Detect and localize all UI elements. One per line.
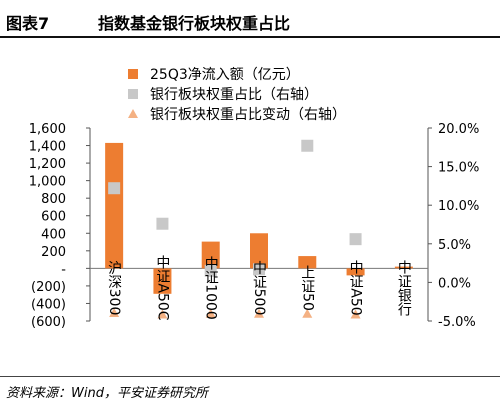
left-tick-label: 1,200 — [29, 157, 66, 172]
category-label: 上证50 — [299, 265, 315, 311]
legend-triangle-swatch — [128, 109, 138, 118]
square-point — [301, 139, 314, 152]
combo-chart: 25Q3净流入额（亿元） 银行板块权重占比（右轴） 银行板块权重占比变动（右轴） (… — [29, 67, 480, 330]
triangle-point — [109, 308, 120, 318]
right-tick-label: 20.0% — [438, 122, 479, 137]
left-tick-label: 800 — [41, 192, 66, 207]
right-tick-label: 5.0% — [438, 238, 471, 253]
legend-square-swatch — [128, 89, 138, 99]
square-point — [108, 182, 121, 195]
legend-bar-swatch — [128, 69, 138, 79]
left-tick-label: 1,400 — [29, 140, 66, 155]
legend-label: 银行板块权重占比（右轴） — [150, 87, 318, 103]
header-divider — [0, 36, 500, 38]
triangle-point — [205, 308, 216, 318]
category-labels: 沪深300 中证A50C 中证1000 中证500 上证50 中证A50 中证银行 — [106, 255, 412, 320]
left-tick-label: 600 — [41, 210, 66, 225]
left-tick-label: 1,000 — [29, 175, 66, 190]
left-tick-label: (400) — [31, 297, 66, 312]
triangle-point — [157, 309, 168, 319]
left-tick-label: (600) — [31, 315, 66, 330]
legend-label: 银行板块权重占比变动（右轴） — [150, 107, 346, 123]
category-label: 中证A50C — [154, 255, 170, 320]
left-tick-label: - — [61, 262, 66, 277]
figure-header: 图表7 指数基金银行板块权重占比 — [0, 0, 500, 40]
figure-label: 图表7 — [6, 14, 50, 33]
bar — [105, 142, 124, 269]
bar — [346, 268, 365, 276]
left-tick-label: (200) — [31, 280, 66, 295]
square-point — [156, 217, 169, 230]
square-point — [204, 264, 217, 277]
bar-series — [105, 142, 413, 294]
figure-title: 指数基金银行板块权重占比 — [98, 14, 291, 33]
bar — [298, 256, 317, 269]
scatter-series — [108, 139, 362, 319]
category-label: 中证500 — [251, 261, 267, 316]
triangle-point — [254, 308, 264, 318]
footer-divider — [0, 376, 500, 377]
bar — [394, 266, 413, 269]
source-note: 资料来源：Wind，平安证券研究所 — [6, 386, 208, 401]
triangle-point — [302, 308, 313, 318]
left-tick-label: 1,600 — [29, 122, 66, 137]
right-tick-label: -5.0% — [438, 315, 476, 330]
axes: (600) (400) (200) - 200 400 600 800 1,000 1,200 1,… — [29, 122, 480, 330]
left-tick-label: 400 — [41, 227, 66, 242]
category-label: 中证银行 — [396, 260, 412, 317]
right-tick-label: 15.0% — [438, 161, 479, 176]
square-point — [349, 233, 362, 246]
category-label: 中证A50 — [348, 260, 364, 315]
category-label: 中证1000 — [203, 256, 219, 320]
bar — [201, 241, 220, 269]
bar — [250, 233, 268, 269]
right-tick-label: 10.0% — [438, 199, 479, 214]
bar — [153, 268, 172, 294]
legend-label: 25Q3净流入额（亿元） — [150, 67, 300, 83]
left-tick-label: 200 — [41, 245, 66, 260]
square-point — [253, 263, 265, 276]
right-tick-label: 0.0% — [438, 276, 471, 291]
legend: 25Q3净流入额（亿元） 银行板块权重占比（右轴） 银行板块权重占比变动（右轴） — [128, 67, 346, 123]
category-label: 沪深300 — [106, 261, 122, 316]
triangle-point — [350, 309, 361, 319]
